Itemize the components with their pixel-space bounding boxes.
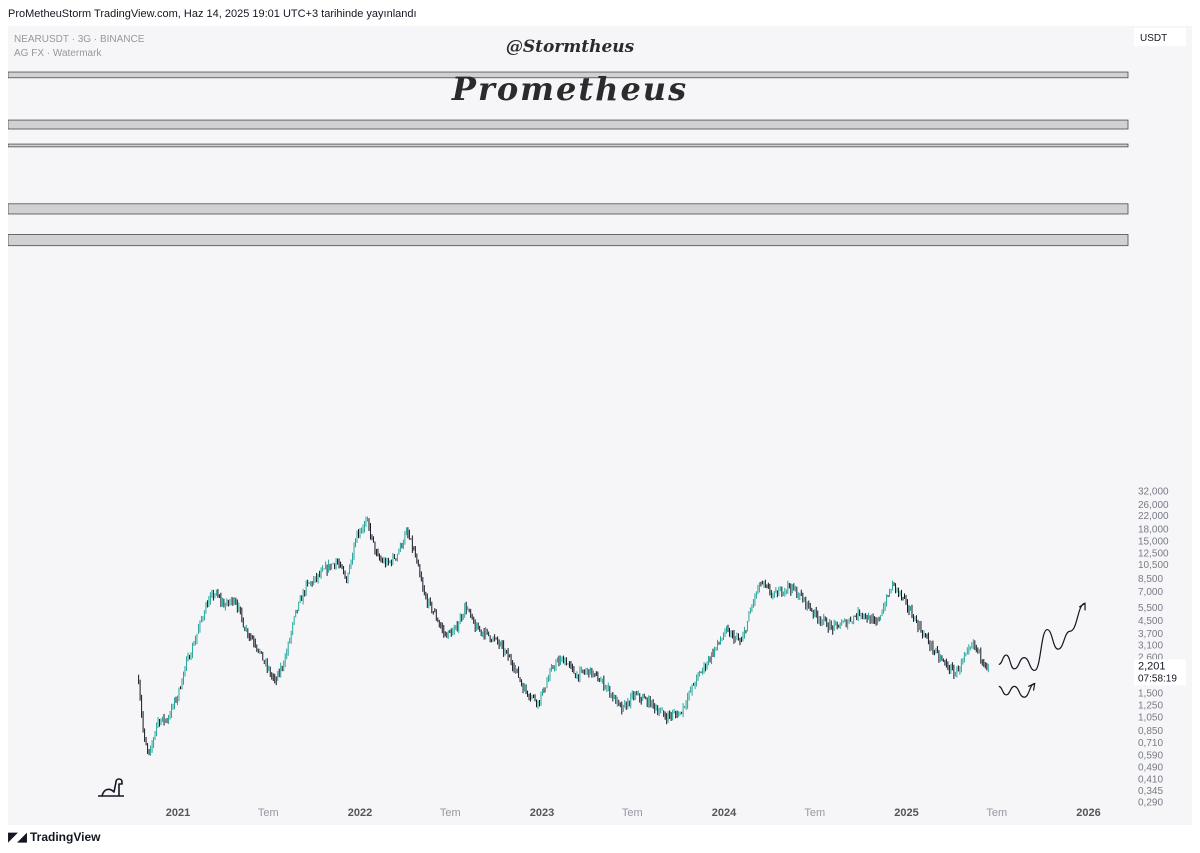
- watermark-title: Prometheus: [451, 70, 688, 108]
- zone-2: [8, 143, 1129, 148]
- price-tag-value: 2,201: [1138, 660, 1166, 672]
- x-tick-6: 2024: [712, 807, 737, 819]
- y-tick-7: 8,500: [1138, 574, 1163, 585]
- projection-layer: [998, 602, 1086, 698]
- y-tick-4: 15,000: [1138, 537, 1169, 548]
- x-tick-10: 2026: [1076, 807, 1100, 819]
- zone-1: [8, 119, 1129, 130]
- symbol-legend[interactable]: NEARUSDT · 3G · BINANCE: [14, 34, 145, 45]
- x-tick-3: Tem: [440, 807, 461, 819]
- x-tick-0: 2021: [166, 807, 190, 819]
- projection-bearish-arrowhead: [1027, 682, 1036, 691]
- projection-bullish-arrowhead: [1078, 602, 1086, 611]
- x-tick-7: Tem: [804, 807, 825, 819]
- y-tick-6: 10,500: [1138, 560, 1169, 571]
- candles-layer: [138, 516, 989, 756]
- x-tick-5: Tem: [622, 807, 643, 819]
- zones-layer: [8, 71, 1129, 247]
- currency-label: USDT: [1140, 33, 1167, 44]
- time-axis[interactable]: 2021 Tem 2022 Tem 2023 Tem 2024 Tem 2025 Tem 2026: [166, 807, 1101, 819]
- y-tick-12: 3,100: [1138, 641, 1163, 652]
- y-tick-16: 1,250: [1138, 701, 1163, 712]
- footer[interactable]: ◤◢ TradingView: [8, 829, 100, 845]
- x-tick-2: 2022: [348, 807, 372, 819]
- y-tick-8: 7,000: [1138, 587, 1163, 598]
- x-tick-9: Tem: [986, 807, 1007, 819]
- currency-box[interactable]: [1134, 28, 1186, 46]
- chart-area[interactable]: 32,000 26,000 22,000 18,000 15,000 12,500 10,5…: [8, 26, 1192, 825]
- y-tick-20: 0,590: [1138, 750, 1163, 761]
- y-tick-17: 1,050: [1138, 712, 1163, 723]
- y-tick-3: 18,000: [1138, 524, 1169, 535]
- footer-brand: TradingView: [30, 830, 101, 844]
- y-tick-1: 26,000: [1138, 500, 1169, 511]
- watermark-handle: @Stormtheus: [506, 37, 635, 57]
- price-tag: [1134, 659, 1186, 686]
- y-tick-5: 12,500: [1138, 549, 1169, 560]
- dino-icon[interactable]: [98, 778, 124, 797]
- y-tick-9: 5,500: [1138, 603, 1163, 614]
- y-tick-22: 0,410: [1138, 774, 1163, 785]
- y-tick-18: 0,850: [1138, 726, 1163, 737]
- y-tick-24: 0,290: [1138, 797, 1163, 808]
- published-info: ProMetheuStorm TradingView.com, Haz 14, …: [8, 8, 417, 20]
- y-tick-10: 4,500: [1138, 616, 1163, 627]
- y-tick-13: 2,600: [1138, 652, 1163, 663]
- y-tick-0: 32,000: [1138, 486, 1169, 497]
- projection-bearish: [998, 683, 1035, 698]
- y-tick-21: 0,490: [1138, 763, 1163, 774]
- zone-0: [8, 71, 1129, 79]
- x-tick-1: Tem: [258, 807, 279, 819]
- indicator-legend[interactable]: AG FX · Watermark: [14, 48, 102, 59]
- zone-4: [8, 234, 1129, 247]
- y-tick-19: 0,710: [1138, 738, 1163, 749]
- y-tick-2: 22,000: [1138, 511, 1169, 522]
- y-tick-15: 1,500: [1138, 689, 1163, 700]
- y-tick-23: 0,345: [1138, 786, 1163, 797]
- x-tick-8: 2025: [894, 807, 918, 819]
- zone-3: [8, 203, 1129, 215]
- price-tag-countdown: 07:58:19: [1138, 673, 1177, 684]
- projection-bullish: [998, 602, 1086, 672]
- x-tick-4: 2023: [530, 807, 554, 819]
- tv-logo-icon: ◤◢: [8, 829, 27, 844]
- y-tick-11: 3,700: [1138, 629, 1163, 640]
